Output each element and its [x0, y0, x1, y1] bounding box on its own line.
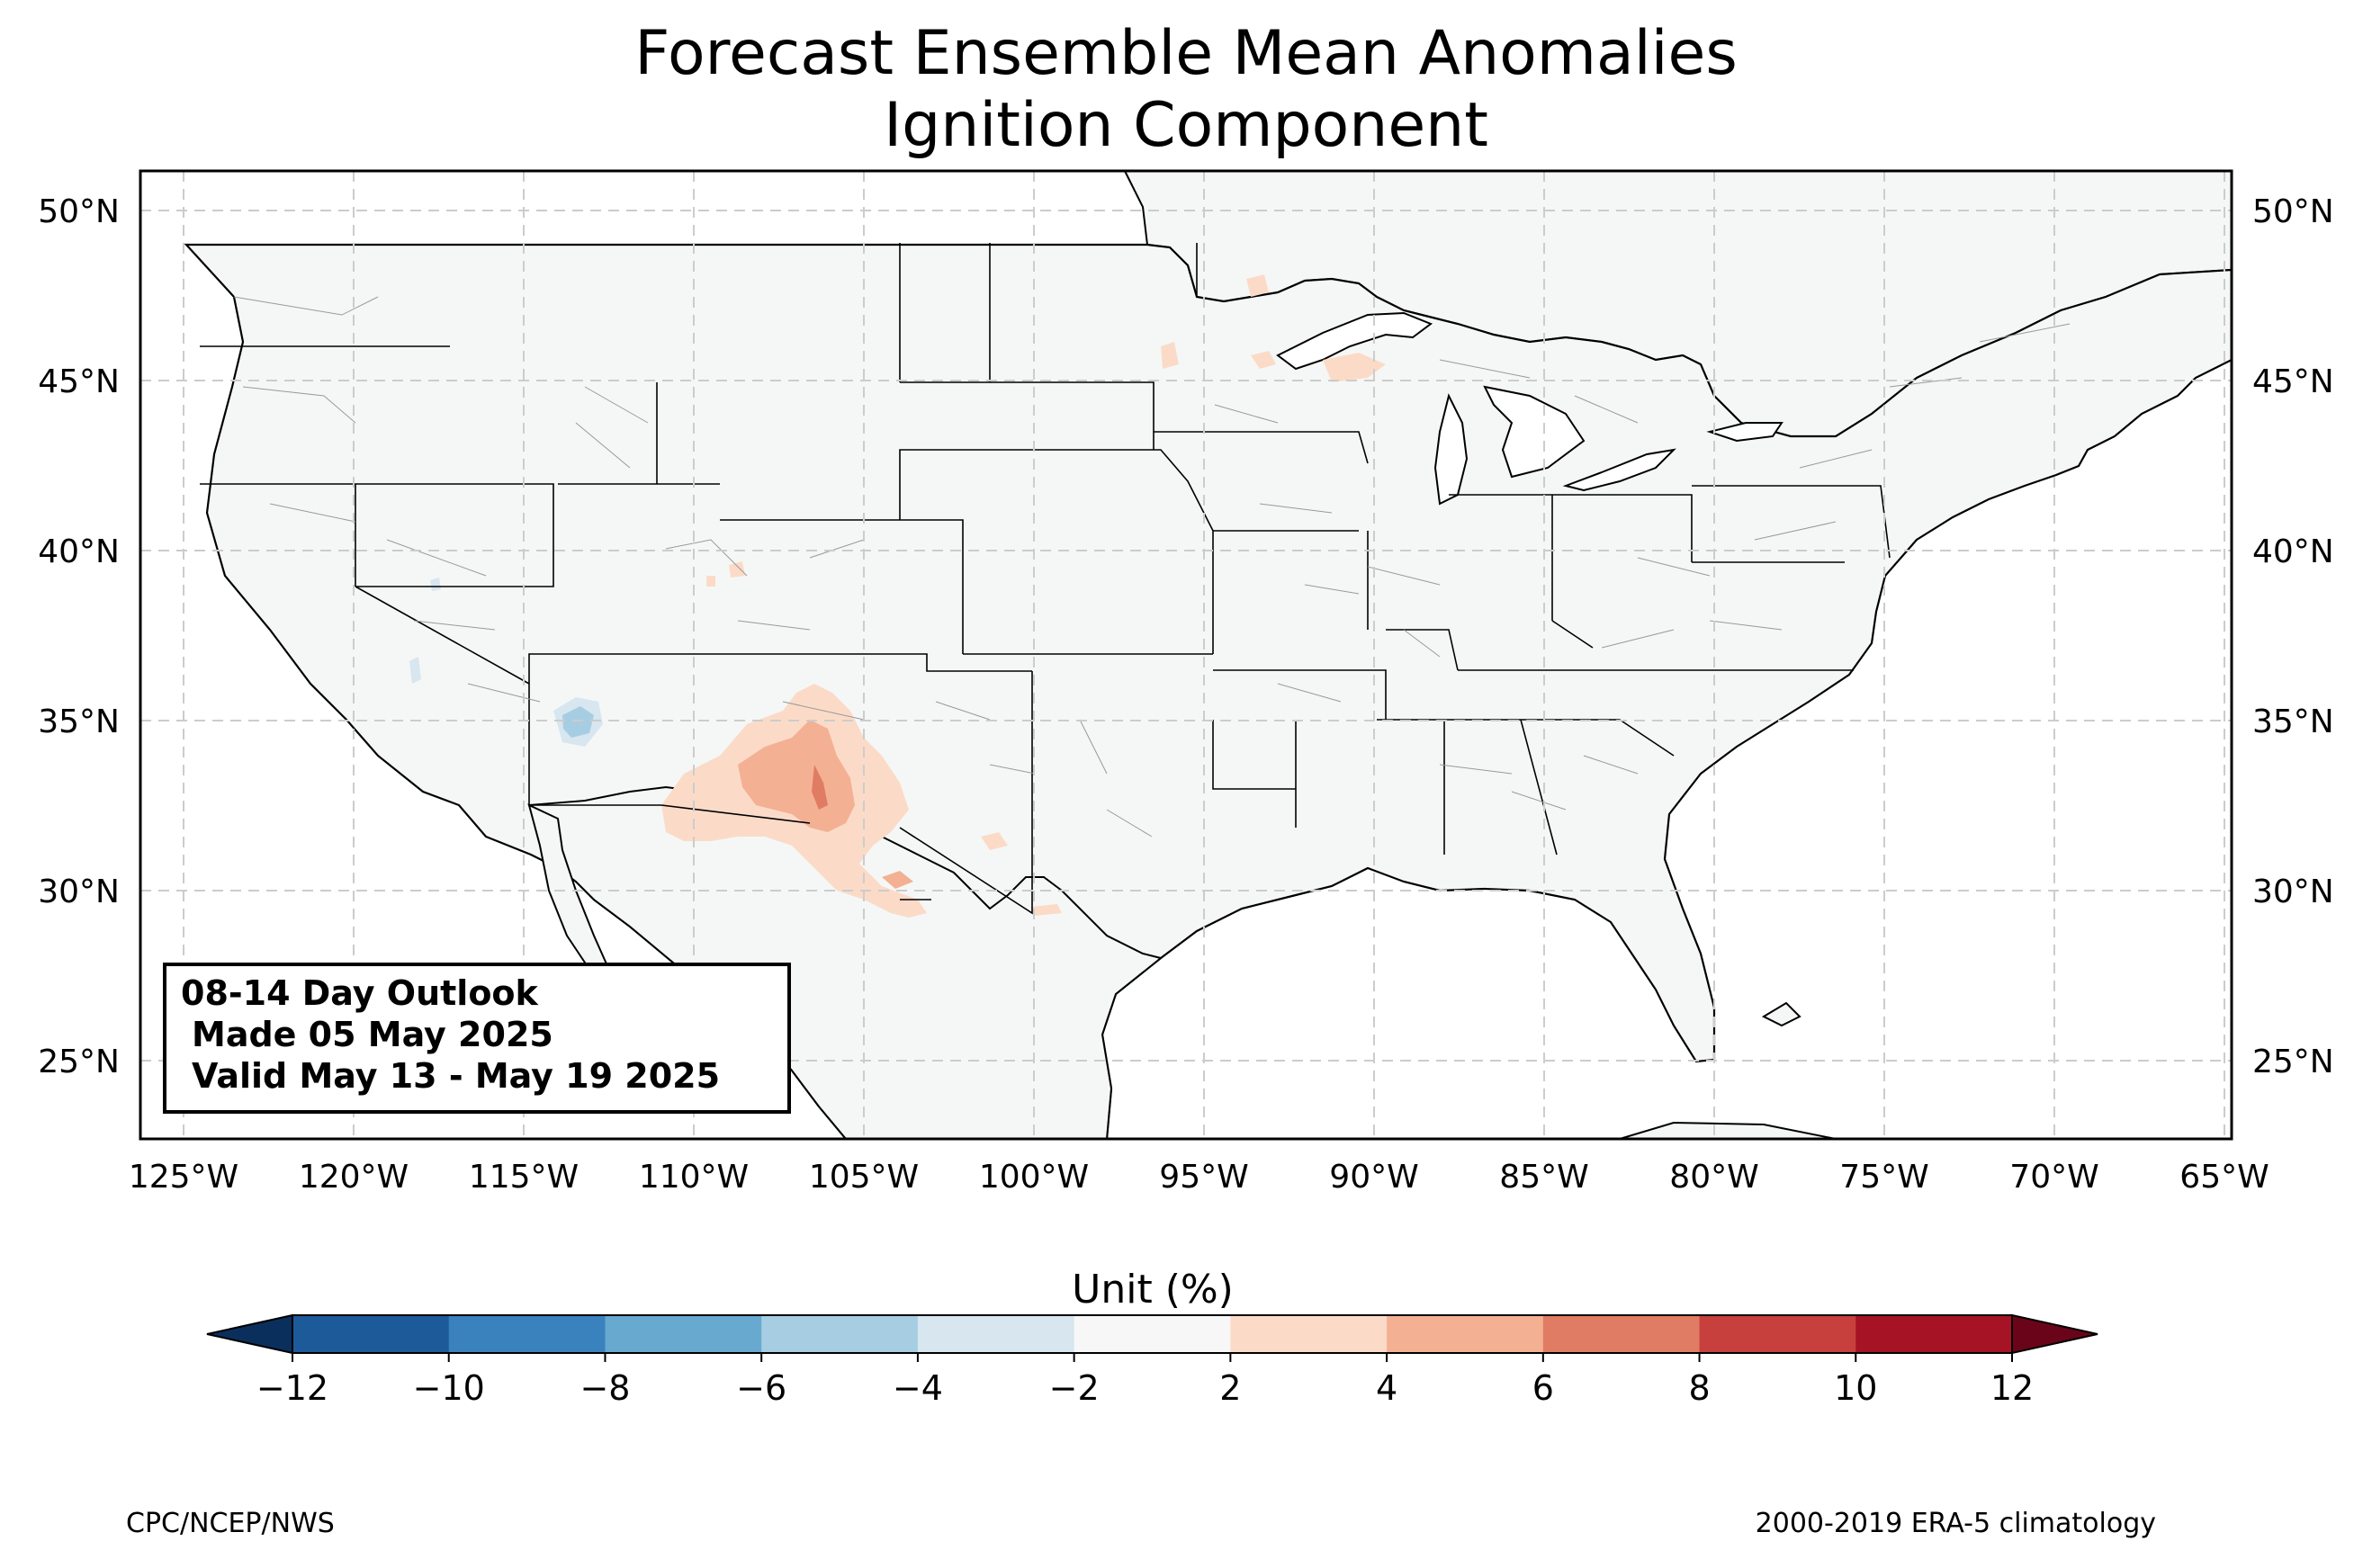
- chart-title-line2: Ignition Component: [884, 90, 1488, 161]
- lat-label-right: 40°N: [2252, 533, 2334, 570]
- great-lakes: [1276, 311, 1783, 506]
- colorbar-cell: [1542, 1315, 1701, 1353]
- west-borders: [200, 243, 1891, 915]
- county-lines-east: [1214, 323, 2071, 811]
- lon-label: 125°W: [129, 1159, 238, 1196]
- lon-label: 110°W: [639, 1159, 749, 1196]
- cuba: [1619, 1121, 1837, 1139]
- lat-label-left: 40°N: [38, 533, 120, 570]
- map-area: [140, 171, 2232, 1139]
- colorbar-tick-label: −12: [256, 1368, 328, 1408]
- colorbar-tick-label: 8: [1688, 1368, 1710, 1408]
- footer-credit: CPC/NCEP/NWS: [126, 1508, 335, 1539]
- county-borders: [233, 296, 2071, 838]
- state-borders: [186, 243, 1891, 915]
- colorbar: Unit (%) −12 −10 −8 −6 −4 −2 2 4 6 8 10 12: [206, 1267, 2098, 1408]
- colorbar-cell: [1699, 1315, 1856, 1353]
- county-lines-west: [233, 296, 1153, 838]
- footer-climatology: 2000-2019 ERA-5 climatology: [1755, 1508, 2156, 1539]
- lat-label-right: 25°N: [2252, 1044, 2334, 1080]
- lon-label: 85°W: [1499, 1159, 1588, 1196]
- lake-superior: [1276, 311, 1433, 371]
- colorbar-cell: [448, 1315, 606, 1353]
- colorbar-cell: [1230, 1315, 1388, 1353]
- colorbar-title: Unit (%): [1072, 1267, 1234, 1313]
- lat-label-left: 45°N: [38, 363, 120, 400]
- lon-label: 70°W: [2009, 1159, 2098, 1196]
- colorbar-tick-label: −6: [736, 1368, 786, 1408]
- lat-label-left: 25°N: [38, 1044, 120, 1080]
- lat-label-right: 50°N: [2252, 193, 2334, 230]
- colorbar-tick-label: 6: [1532, 1368, 1554, 1408]
- lon-label: 80°W: [1669, 1159, 1758, 1196]
- colorbar-tick-label: −10: [413, 1368, 485, 1408]
- lon-label: 65°W: [2179, 1159, 2269, 1196]
- colorbar-tick-label: 4: [1376, 1368, 1397, 1408]
- colorbar-under-arrow: [206, 1313, 293, 1355]
- lon-labels: 125°W 120°W 115°W 110°W 105°W 100°W 95°W…: [129, 1159, 2269, 1196]
- colorbar-cell: [292, 1315, 450, 1353]
- colorbar-tick-label: 2: [1219, 1368, 1241, 1408]
- anomaly-positive-co: [729, 561, 745, 578]
- anomaly-positive-wi: [1323, 353, 1386, 382]
- lake-ontario: [1706, 422, 1783, 443]
- lat-labels-left: 50°N 45°N 40°N 35°N 30°N 25°N: [38, 193, 120, 1080]
- lon-label: 95°W: [1159, 1159, 1248, 1196]
- lat-label-left: 35°N: [38, 703, 120, 740]
- lat-label-right: 30°N: [2252, 874, 2334, 910]
- anomaly-contours: [409, 274, 1386, 918]
- lat-label-left: 30°N: [38, 874, 120, 910]
- colorbar-tick-label: −4: [893, 1368, 943, 1408]
- outlook-line3: Valid May 13 - May 19 2025: [192, 1056, 720, 1096]
- colorbar-cell: [605, 1315, 762, 1353]
- lon-label: 105°W: [809, 1159, 919, 1196]
- anomaly-negative-nw: [430, 578, 441, 591]
- lon-label: 120°W: [299, 1159, 409, 1196]
- bahamas: [1761, 1001, 1801, 1027]
- colorbar-tick-label: 10: [1834, 1368, 1877, 1408]
- colorbar-over-arrow: [2011, 1313, 2098, 1355]
- lat-label-left: 50°N: [38, 193, 120, 230]
- lat-labels-right: 50°N 45°N 40°N 35°N 30°N 25°N: [2252, 193, 2334, 1080]
- anomaly-positive-ut: [706, 576, 715, 587]
- map-frame: [139, 169, 2233, 1141]
- outlook-line2: Made 05 May 2025: [192, 1015, 553, 1054]
- anomaly-positive-mn-north: [1246, 274, 1269, 297]
- colorbar-tick-label: −8: [580, 1368, 630, 1408]
- anomaly-positive-tx: [981, 832, 1008, 850]
- colorbar-tick-label: −2: [1049, 1368, 1100, 1408]
- lat-label-right: 45°N: [2252, 363, 2334, 400]
- colorbar-tick-label: 12: [1990, 1368, 2034, 1408]
- anomaly-negative-nv-core: [562, 706, 594, 738]
- lake-michigan: [1433, 393, 1469, 506]
- colorbar-cells: [292, 1314, 2013, 1354]
- lake-huron: [1483, 385, 1586, 479]
- anomaly-positive-mexico: [1030, 904, 1062, 916]
- anomaly-negative-ca: [409, 657, 421, 684]
- lon-label: 75°W: [1839, 1159, 1928, 1196]
- anomaly-positive-nd: [1161, 342, 1179, 369]
- outlook-box: 08-14 Day Outlook Made 05 May 2025 Valid…: [163, 963, 791, 1114]
- lon-label: 100°W: [979, 1159, 1089, 1196]
- lake-erie: [1562, 448, 1676, 492]
- outlook-line1: 08-14 Day Outlook: [181, 973, 539, 1013]
- anomaly-positive-spot: [812, 765, 828, 810]
- caribbean-islands: [1619, 1001, 1837, 1139]
- colorbar-cell: [761, 1315, 919, 1353]
- colorbar-cell: [917, 1315, 1075, 1353]
- lat-label-right: 35°N: [2252, 703, 2334, 740]
- lon-label: 115°W: [469, 1159, 579, 1196]
- colorbar-ticks: −12 −10 −8 −6 −4 −2 2 4 6 8 10 12: [256, 1353, 2034, 1408]
- anomaly-positive-mn: [1251, 351, 1276, 369]
- colorbar-cell: [1855, 1315, 2013, 1353]
- chart-title-line1: Forecast Ensemble Mean Anomalies: [634, 18, 1738, 89]
- colorbar-cell: [1387, 1315, 1544, 1353]
- anomaly-positive-big-bend: [882, 871, 913, 889]
- lon-label: 90°W: [1329, 1159, 1418, 1196]
- colorbar-cell: [1074, 1315, 1231, 1353]
- outlook-box-frame: [163, 963, 791, 1114]
